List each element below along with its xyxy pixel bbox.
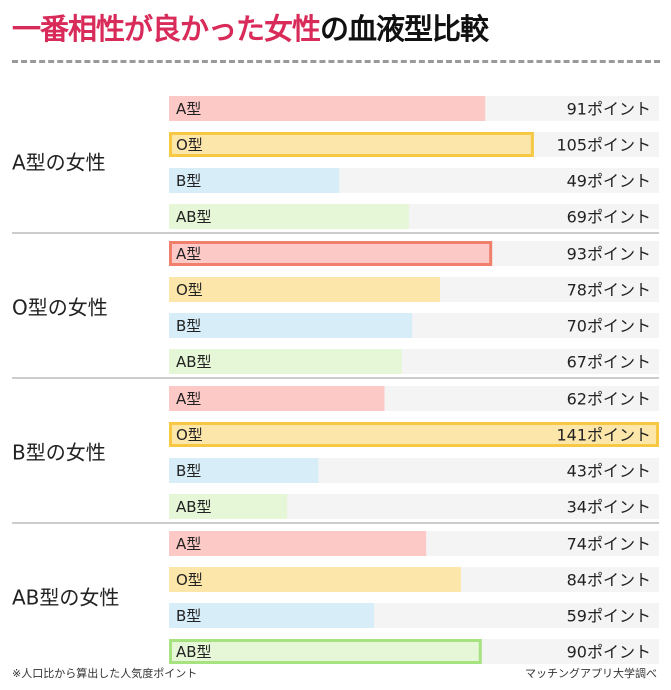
- title-highlight: 一番相性が良かった女性: [12, 12, 321, 46]
- bar: [169, 204, 409, 229]
- bar-category-label: B型: [176, 462, 201, 480]
- footer-note: ※人口比から算出した人気度ポイント: [12, 667, 198, 680]
- bar: [169, 567, 461, 592]
- bar: [169, 458, 319, 483]
- bar-category-label: AB型: [176, 353, 212, 371]
- bar: [169, 349, 402, 374]
- bar-category-label: B型: [176, 317, 201, 335]
- bar-category-label: AB型: [176, 643, 212, 661]
- bar: [169, 386, 385, 411]
- bar-value-label: 141ポイント: [556, 426, 651, 445]
- title-rest: の血液型比較: [320, 12, 489, 46]
- bar-category-label: A型: [176, 245, 201, 263]
- bar-category-label: B型: [176, 607, 201, 625]
- group-label: O型の女性: [12, 296, 108, 320]
- bar-category-label: O型: [176, 136, 203, 154]
- bar-value-label: 93ポイント: [567, 245, 651, 264]
- bar-category-label: AB型: [176, 498, 212, 516]
- bar-value-label: 74ポイント: [567, 535, 651, 554]
- bar: [169, 603, 375, 628]
- bar-value-label: 70ポイント: [567, 317, 651, 336]
- group-label: AB型の女性: [12, 586, 119, 610]
- title-divider: [12, 60, 660, 63]
- bar-value-label: 90ポイント: [567, 643, 651, 662]
- group-label: A型の女性: [12, 151, 106, 175]
- group-label: B型の女性: [12, 441, 106, 465]
- bar: [169, 494, 288, 519]
- footer-source: マッチングアプリ大学調べ: [525, 667, 657, 680]
- bar: [169, 422, 659, 447]
- bar-category-label: A型: [176, 390, 201, 408]
- bar-value-label: 69ポイント: [567, 208, 651, 227]
- bar-category-label: B型: [176, 172, 201, 190]
- bar-value-label: 43ポイント: [567, 462, 651, 481]
- bar-value-label: 62ポイント: [567, 390, 651, 409]
- bar-category-label: A型: [176, 100, 201, 118]
- bar: [169, 168, 340, 193]
- bar-value-label: 67ポイント: [567, 353, 651, 372]
- bar: [169, 277, 441, 302]
- bar-value-label: 34ポイント: [567, 498, 651, 517]
- bar: [169, 531, 427, 556]
- bar-category-label: A型: [176, 535, 201, 553]
- bar-category-label: O型: [176, 281, 203, 299]
- bar: [169, 241, 493, 266]
- bar: [169, 639, 482, 664]
- bar-category-label: O型: [176, 571, 203, 589]
- bar-value-label: 91ポイント: [567, 100, 651, 119]
- bar-category-label: AB型: [176, 208, 212, 226]
- bar: [169, 132, 534, 157]
- bar-value-label: 105ポイント: [556, 136, 651, 155]
- page-title: 一番相性が良かった女性の血液型比較: [12, 8, 489, 50]
- bar-value-label: 49ポイント: [567, 172, 651, 191]
- bar-value-label: 84ポイント: [567, 571, 651, 590]
- bar: [169, 313, 413, 338]
- bar-value-label: 78ポイント: [567, 281, 651, 300]
- bar-value-label: 59ポイント: [567, 607, 651, 626]
- bar-category-label: O型: [176, 426, 203, 444]
- bar: [169, 96, 486, 121]
